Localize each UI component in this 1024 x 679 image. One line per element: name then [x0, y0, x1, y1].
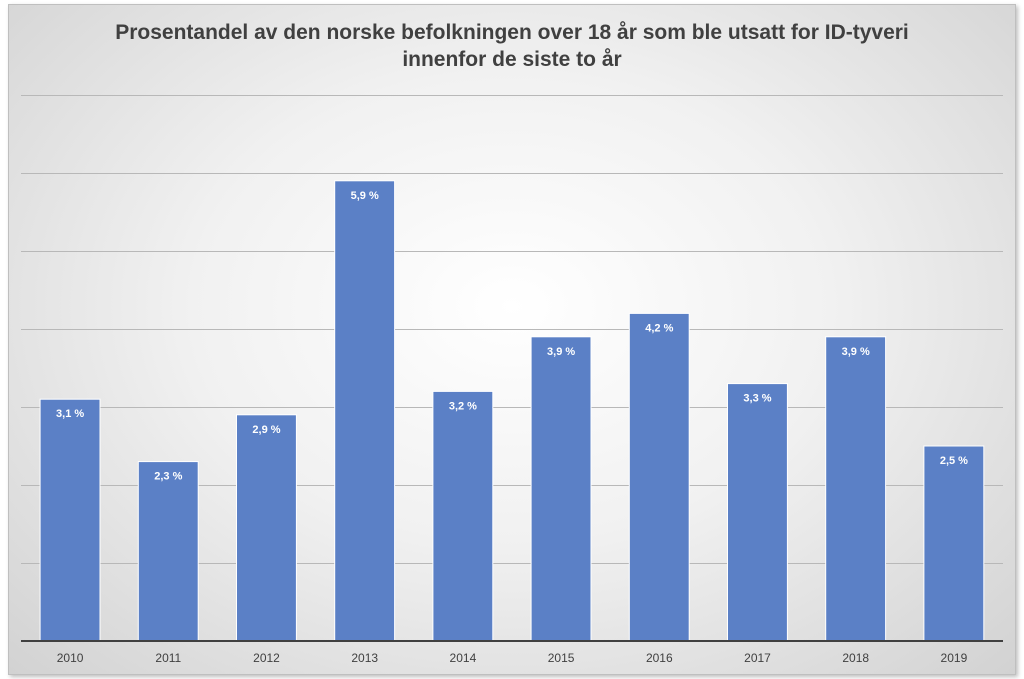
- data-label: 4,2 %: [645, 322, 673, 334]
- data-label: 3,9 %: [842, 346, 870, 358]
- bar: [236, 414, 297, 642]
- data-label: 2,9 %: [252, 424, 280, 436]
- bar: [432, 390, 494, 642]
- bar: [334, 180, 396, 642]
- x-tick-label: 2013: [351, 651, 378, 665]
- bar: [530, 336, 592, 642]
- x-tick-label: 2014: [450, 651, 477, 665]
- x-tick-label: 2018: [842, 651, 869, 665]
- data-label: 3,1 %: [56, 408, 84, 420]
- data-label: 2,5 %: [940, 455, 968, 467]
- bar: [628, 312, 690, 642]
- data-label: 2,3 %: [154, 471, 182, 483]
- x-tick-label: 2012: [253, 651, 280, 665]
- bar: [727, 383, 788, 642]
- bar: [825, 336, 887, 642]
- bar: [923, 445, 985, 642]
- bar: [39, 398, 101, 642]
- x-tick-label: 2015: [548, 651, 575, 665]
- x-tick-label: 2011: [155, 651, 181, 665]
- x-tick-label: 2017: [744, 651, 771, 665]
- bar: [137, 461, 199, 642]
- data-label: 3,3 %: [743, 393, 771, 405]
- data-label: 3,9 %: [547, 346, 575, 358]
- data-label: 3,2 %: [449, 400, 477, 412]
- x-tick-label: 2019: [941, 651, 968, 665]
- chart-title: Prosentandel av den norske befolkningen …: [115, 21, 909, 71]
- x-tick-label: 2010: [57, 651, 84, 665]
- data-label: 5,9 %: [351, 190, 379, 202]
- x-tick-label: 2016: [646, 651, 673, 665]
